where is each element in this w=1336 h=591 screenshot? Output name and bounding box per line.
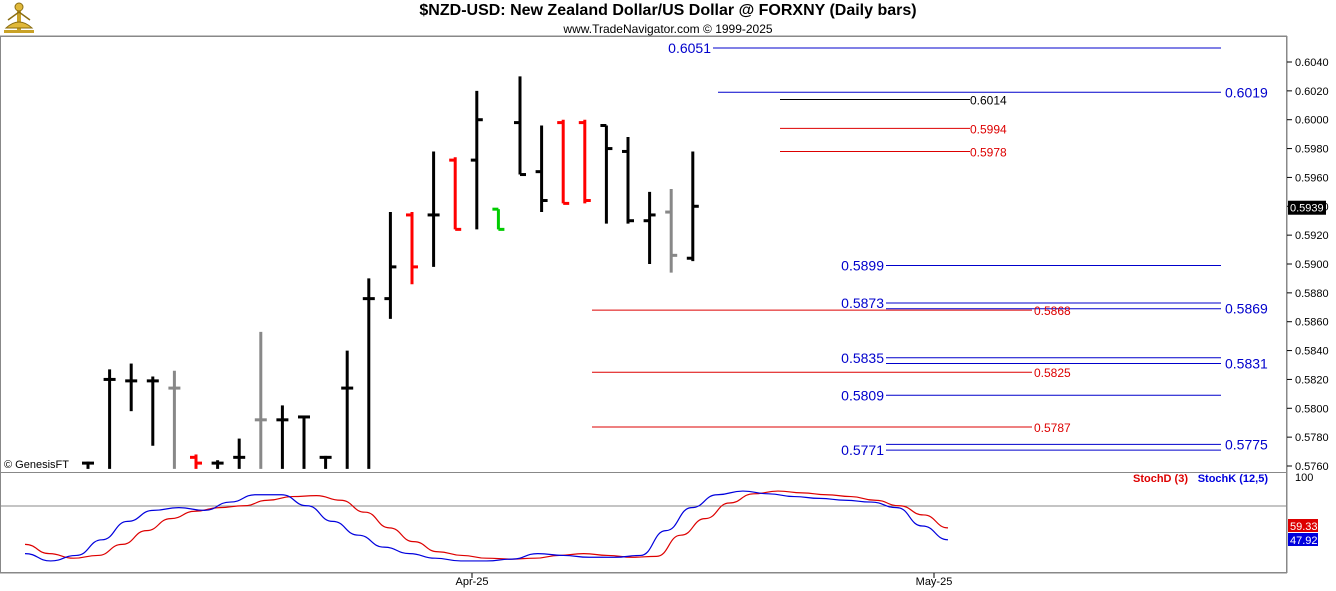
- ohlc-bar: [211, 460, 224, 469]
- price-tick-label: 0.5820: [1295, 374, 1329, 386]
- ohlc-bar: [406, 212, 418, 285]
- level-label-0.5835: 0.5835: [841, 350, 884, 366]
- price-tick-label: 0.5920: [1295, 230, 1329, 242]
- stoch-value-label: 47.92: [1290, 535, 1318, 547]
- level-label-0.5868: 0.5868: [1034, 304, 1071, 318]
- level-label-0.5775: 0.5775: [1225, 436, 1268, 452]
- chart-title: $NZD-USD: New Zealand Dollar/US Dollar @…: [419, 2, 917, 19]
- ohlc-bar: [449, 157, 462, 231]
- ohlc-bar: [276, 405, 289, 469]
- level-label-0.5978: 0.5978: [970, 145, 1007, 159]
- price-pane-frame: [0, 36, 1287, 473]
- ohlc-bar: [190, 454, 202, 469]
- ohlc-bar: [82, 461, 94, 469]
- watermark-text: © GenesisFT: [4, 459, 69, 471]
- price-tick-label: 0.5760: [1295, 461, 1329, 473]
- ohlc-bar: [622, 137, 634, 224]
- level-label-0.5899: 0.5899: [841, 257, 884, 273]
- price-tick-label: 0.5840: [1295, 346, 1329, 358]
- trade-navigator-logo: [2, 2, 36, 34]
- level-label-0.5994: 0.5994: [970, 122, 1007, 136]
- level-label-0.5831: 0.5831: [1225, 356, 1268, 372]
- price-tick-label: 0.6040: [1295, 57, 1329, 69]
- stoch-pane-frame: [0, 472, 1287, 573]
- ohlc-bar: [233, 438, 246, 469]
- level-lines: 0.6051 0.6019 0.6014 0.5994 0.5978 0.5899 0.58…: [592, 40, 1268, 458]
- ohlc-bar: [341, 350, 354, 469]
- stoch-legend-d: StochD (3): [1133, 473, 1188, 485]
- ohlc-bar: [643, 191, 656, 264]
- stoch-line-k: [24, 490, 949, 562]
- level-label-0.5869: 0.5869: [1225, 301, 1268, 317]
- price-tick-label: 0.5780: [1295, 432, 1329, 444]
- ohlc-bar: [254, 331, 267, 469]
- price-tick-label: 0.5960: [1295, 172, 1329, 184]
- level-label-0.5771: 0.5771: [841, 442, 884, 458]
- ohlc-bar: [319, 455, 332, 469]
- level-label-0.6014: 0.6014: [970, 94, 1007, 108]
- ohlc-bar: [557, 119, 570, 205]
- stoch-tick-label: 100: [1295, 472, 1313, 484]
- ohlc-bar: [686, 151, 699, 262]
- price-tick-label: 0.5860: [1295, 317, 1329, 329]
- price-axis: 0.60400.60200.60000.59800.59600.59400.59…: [1287, 57, 1329, 473]
- ohlc-bar: [125, 363, 138, 412]
- stochastic-pane: 100 StochD (3) 59.33 StochK (12,5) 47.92: [24, 472, 1318, 562]
- ohlc-bar: [168, 370, 181, 469]
- level-label-0.5825: 0.5825: [1034, 366, 1071, 380]
- price-tick-label: 0.5880: [1295, 288, 1329, 300]
- last-price-tag: [1288, 200, 1326, 215]
- last-price-label: 0.5939: [1290, 203, 1324, 215]
- stoch-value-tag: [1288, 533, 1318, 546]
- ohlc-bar: [146, 376, 159, 446]
- ohlc-bar: [600, 123, 613, 224]
- ohlc-bar: [535, 125, 548, 213]
- time-tick-label: May-25: [916, 576, 953, 588]
- ohlc-bar: [427, 151, 440, 267]
- price-tick-label: 0.5980: [1295, 144, 1329, 156]
- time-axis: Apr-25 May-25: [455, 573, 952, 588]
- ohlc-bar: [578, 119, 591, 204]
- stoch-line-d: [24, 490, 949, 560]
- price-tick-label: 0.6020: [1295, 86, 1329, 98]
- ohlc-bar: [384, 212, 397, 319]
- time-tick-label: Apr-25: [455, 576, 488, 588]
- ohlc-bar: [103, 369, 116, 469]
- level-label-0.5809: 0.5809: [841, 387, 884, 403]
- price-tick-label: 0.6000: [1295, 115, 1329, 127]
- level-label-0.6051: 0.6051: [668, 40, 711, 56]
- stoch-value-tag: [1288, 519, 1318, 532]
- level-label-0.5873: 0.5873: [841, 295, 884, 311]
- price-tick-label: 0.5800: [1295, 403, 1329, 415]
- level-label-0.5787: 0.5787: [1034, 421, 1071, 435]
- ohlc-bar: [298, 415, 310, 469]
- ohlc-bar: [362, 278, 375, 469]
- ohlc-bar: [470, 90, 483, 230]
- ohlc-bars: [82, 76, 699, 469]
- ohlc-bar: [514, 76, 526, 177]
- stoch-legend-k: StochK (12,5): [1198, 473, 1269, 485]
- ohlc-bar: [665, 188, 678, 273]
- stoch-value-label: 59.33: [1290, 521, 1318, 533]
- ohlc-bar: [492, 207, 505, 231]
- price-tick-label: 0.5900: [1295, 259, 1329, 271]
- chart-subtitle: www.TradeNavigator.com © 1999-2025: [563, 22, 773, 36]
- level-label-0.6019: 0.6019: [1225, 84, 1268, 100]
